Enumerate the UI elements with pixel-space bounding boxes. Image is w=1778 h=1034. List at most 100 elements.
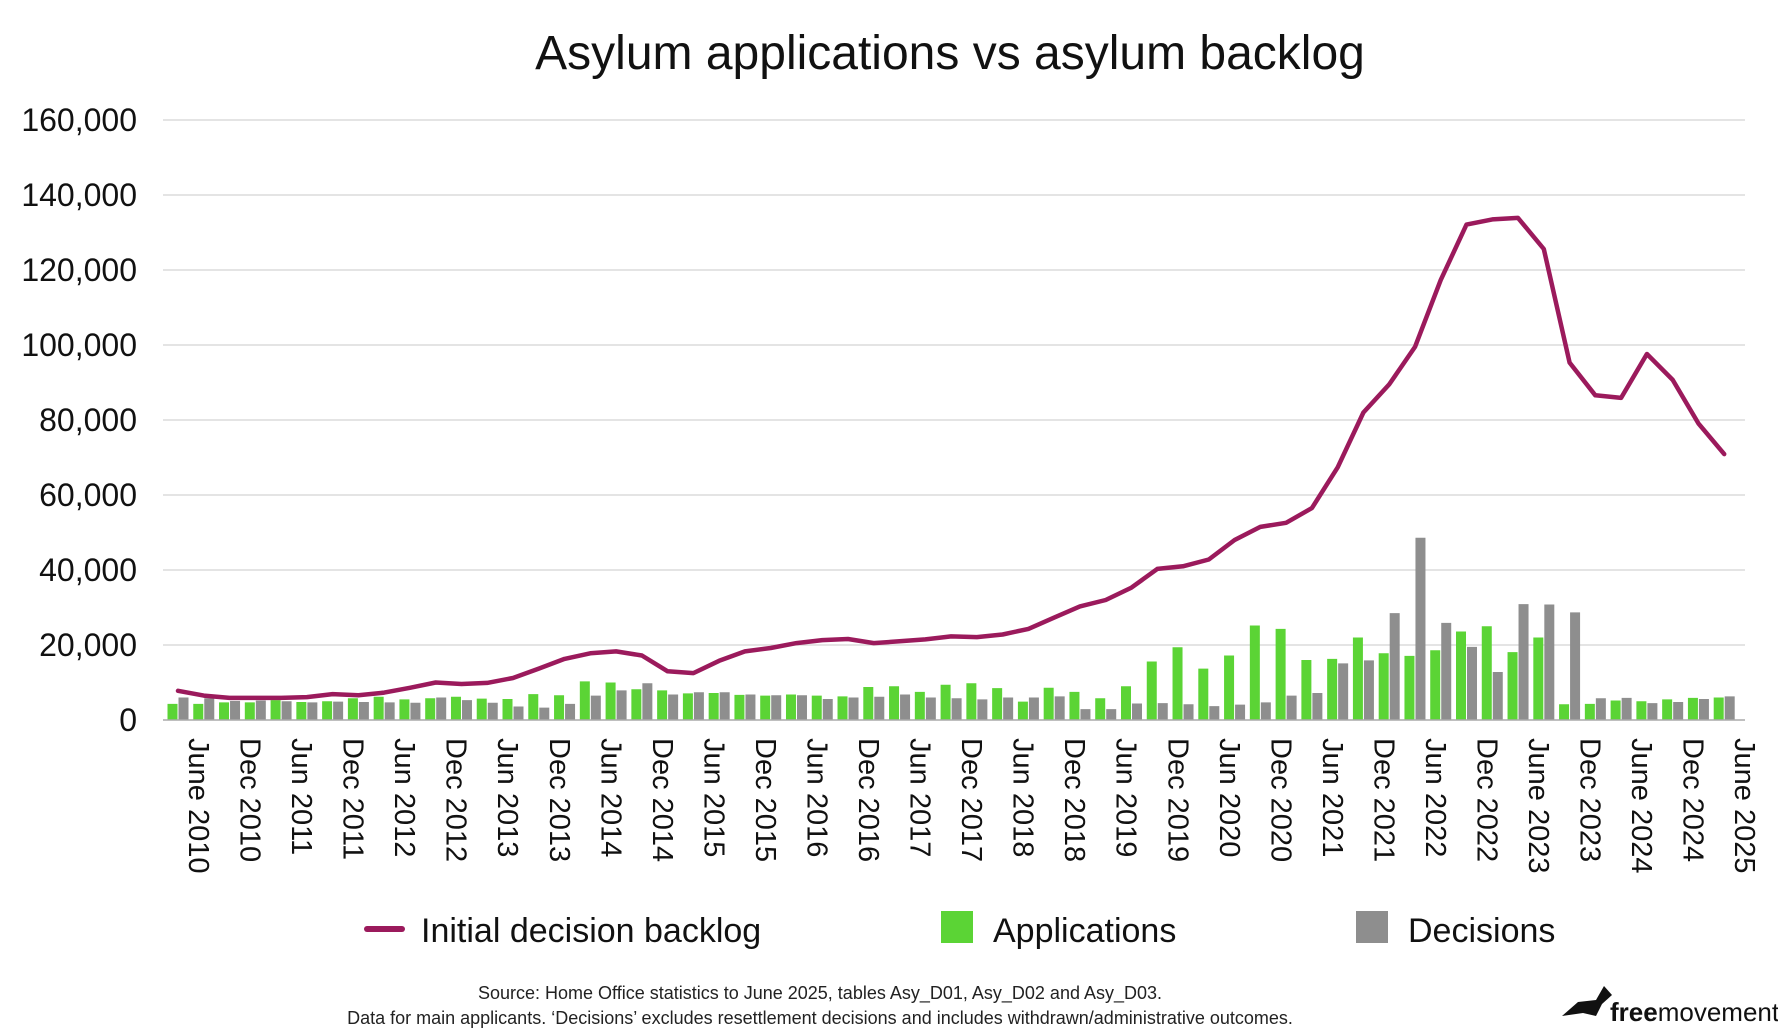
x-tick-label: Jun 2015 [697,738,729,857]
decisions-bars [178,537,1735,720]
applications-bar [1017,701,1028,720]
decisions-bar [307,702,318,720]
decisions-bar [333,701,344,720]
backlog-line-series [175,215,1727,701]
decisions-bar [1209,706,1220,720]
decisions-bar [668,694,679,720]
applications-bar [914,691,925,720]
source-note-line1: Source: Home Office statistics to June 2… [478,983,1162,1004]
applications-bar [1327,658,1338,720]
decisions-bar [1080,709,1091,720]
decisions-bar [461,700,472,720]
applications-bar [708,693,719,720]
y-tick-label: 40,000 [39,552,137,588]
y-tick-label: 0 [119,702,137,738]
decisions-bar [1286,695,1297,720]
x-tick-label: Dec 2012 [440,738,472,862]
applications-bar [992,688,1003,720]
decisions-bar [874,696,885,720]
applications-bar [1275,628,1286,720]
y-tick-label: 100,000 [21,327,137,363]
source-note-line2: Data for main applicants. ‘Decisions’ ex… [347,1008,1293,1028]
applications-bar [811,695,822,720]
decisions-bar [693,692,704,720]
x-tick-label: Dec 2022 [1471,738,1503,862]
applications-bar [193,703,204,720]
x-tick-label: Dec 2017 [955,738,987,862]
decisions-bar [1518,604,1529,720]
decisions-bar [1544,604,1555,720]
applications-bar [1095,698,1106,720]
decisions-bar [1415,537,1426,720]
decisions-bar [616,690,627,720]
applications-bar [1507,652,1518,720]
decisions-bar [1595,698,1606,720]
decisions-bar [255,700,266,720]
y-tick-label: 140,000 [21,177,137,213]
decisions-bar [1570,612,1581,720]
y-tick-label: 80,000 [39,402,137,438]
decisions-bar [1131,703,1142,720]
decisions-bar [513,706,524,720]
x-tick-label: Jun 2020 [1213,738,1245,857]
decisions-bar [1363,660,1374,720]
decisions-bar [822,699,833,720]
applications-bar [1456,631,1466,720]
decisions-bar [384,702,395,720]
x-tick-label: Dec 2021 [1367,738,1399,862]
x-tick-label: Jun 2016 [801,738,833,857]
applications-bar [1533,637,1544,720]
applications-bar [502,699,513,720]
legend-backlog-label: Initial decision backlog [421,912,761,950]
brand-name-bold: free [1610,997,1658,1027]
applications-bar [450,696,461,720]
applications-bar [219,702,230,720]
x-tick-label: Jun 2022 [1419,738,1451,857]
decisions-bar [204,698,215,720]
decisions-bar [1312,693,1323,720]
x-tick-label: Jun 2018 [1007,738,1039,857]
decisions-bar [1338,663,1349,720]
x-tick-label: Dec 2018 [1058,738,1090,862]
decisions-bar [1183,704,1194,720]
applications-bar [1610,700,1621,720]
y-tick-label: 20,000 [39,627,137,663]
x-tick-label: Jun 2011 [285,738,317,855]
applications-bar [1198,668,1209,720]
applications-bar [322,701,333,720]
decisions-bar [1441,622,1452,720]
decisions-bar [745,694,756,720]
backlog-line [175,215,1727,701]
legend-decisions-swatch [1356,911,1388,943]
decisions-bar [281,701,292,720]
applications-bar [476,698,487,720]
decisions-bar [900,694,911,720]
applications-bar [785,694,796,720]
decisions-bar [1157,703,1168,720]
decisions-bar [977,699,988,720]
applications-bar [966,683,977,720]
applications-bar [1687,697,1698,720]
x-tick-label: Dec 2011 [337,738,369,860]
applications-bar [1713,697,1724,720]
brand-name-light: movement [1658,997,1778,1027]
decisions-bar [1260,702,1271,720]
x-tick-label: Dec 2019 [1161,738,1193,862]
x-tick-label: Jun 2014 [594,738,626,857]
applications-bar [1430,650,1441,720]
applications-bar [244,702,255,720]
applications-bar [1172,647,1183,720]
decisions-bar [1054,696,1065,720]
applications-bar [605,682,616,720]
decisions-bar [1467,646,1477,720]
gridlines [163,119,1745,646]
decisions-bar [590,695,601,720]
decisions-bar [925,697,936,720]
decisions-bar [230,700,241,720]
decisions-bar [1235,704,1246,720]
decisions-bar [1673,702,1684,720]
x-axis-ticks: June 2010 Dec 2010 Jun 2011 Dec 2011 Jun 201… [182,738,1760,873]
decisions-bar [1698,699,1709,720]
x-tick-label: Dec 2014 [646,738,678,862]
decisions-bar [178,697,189,720]
